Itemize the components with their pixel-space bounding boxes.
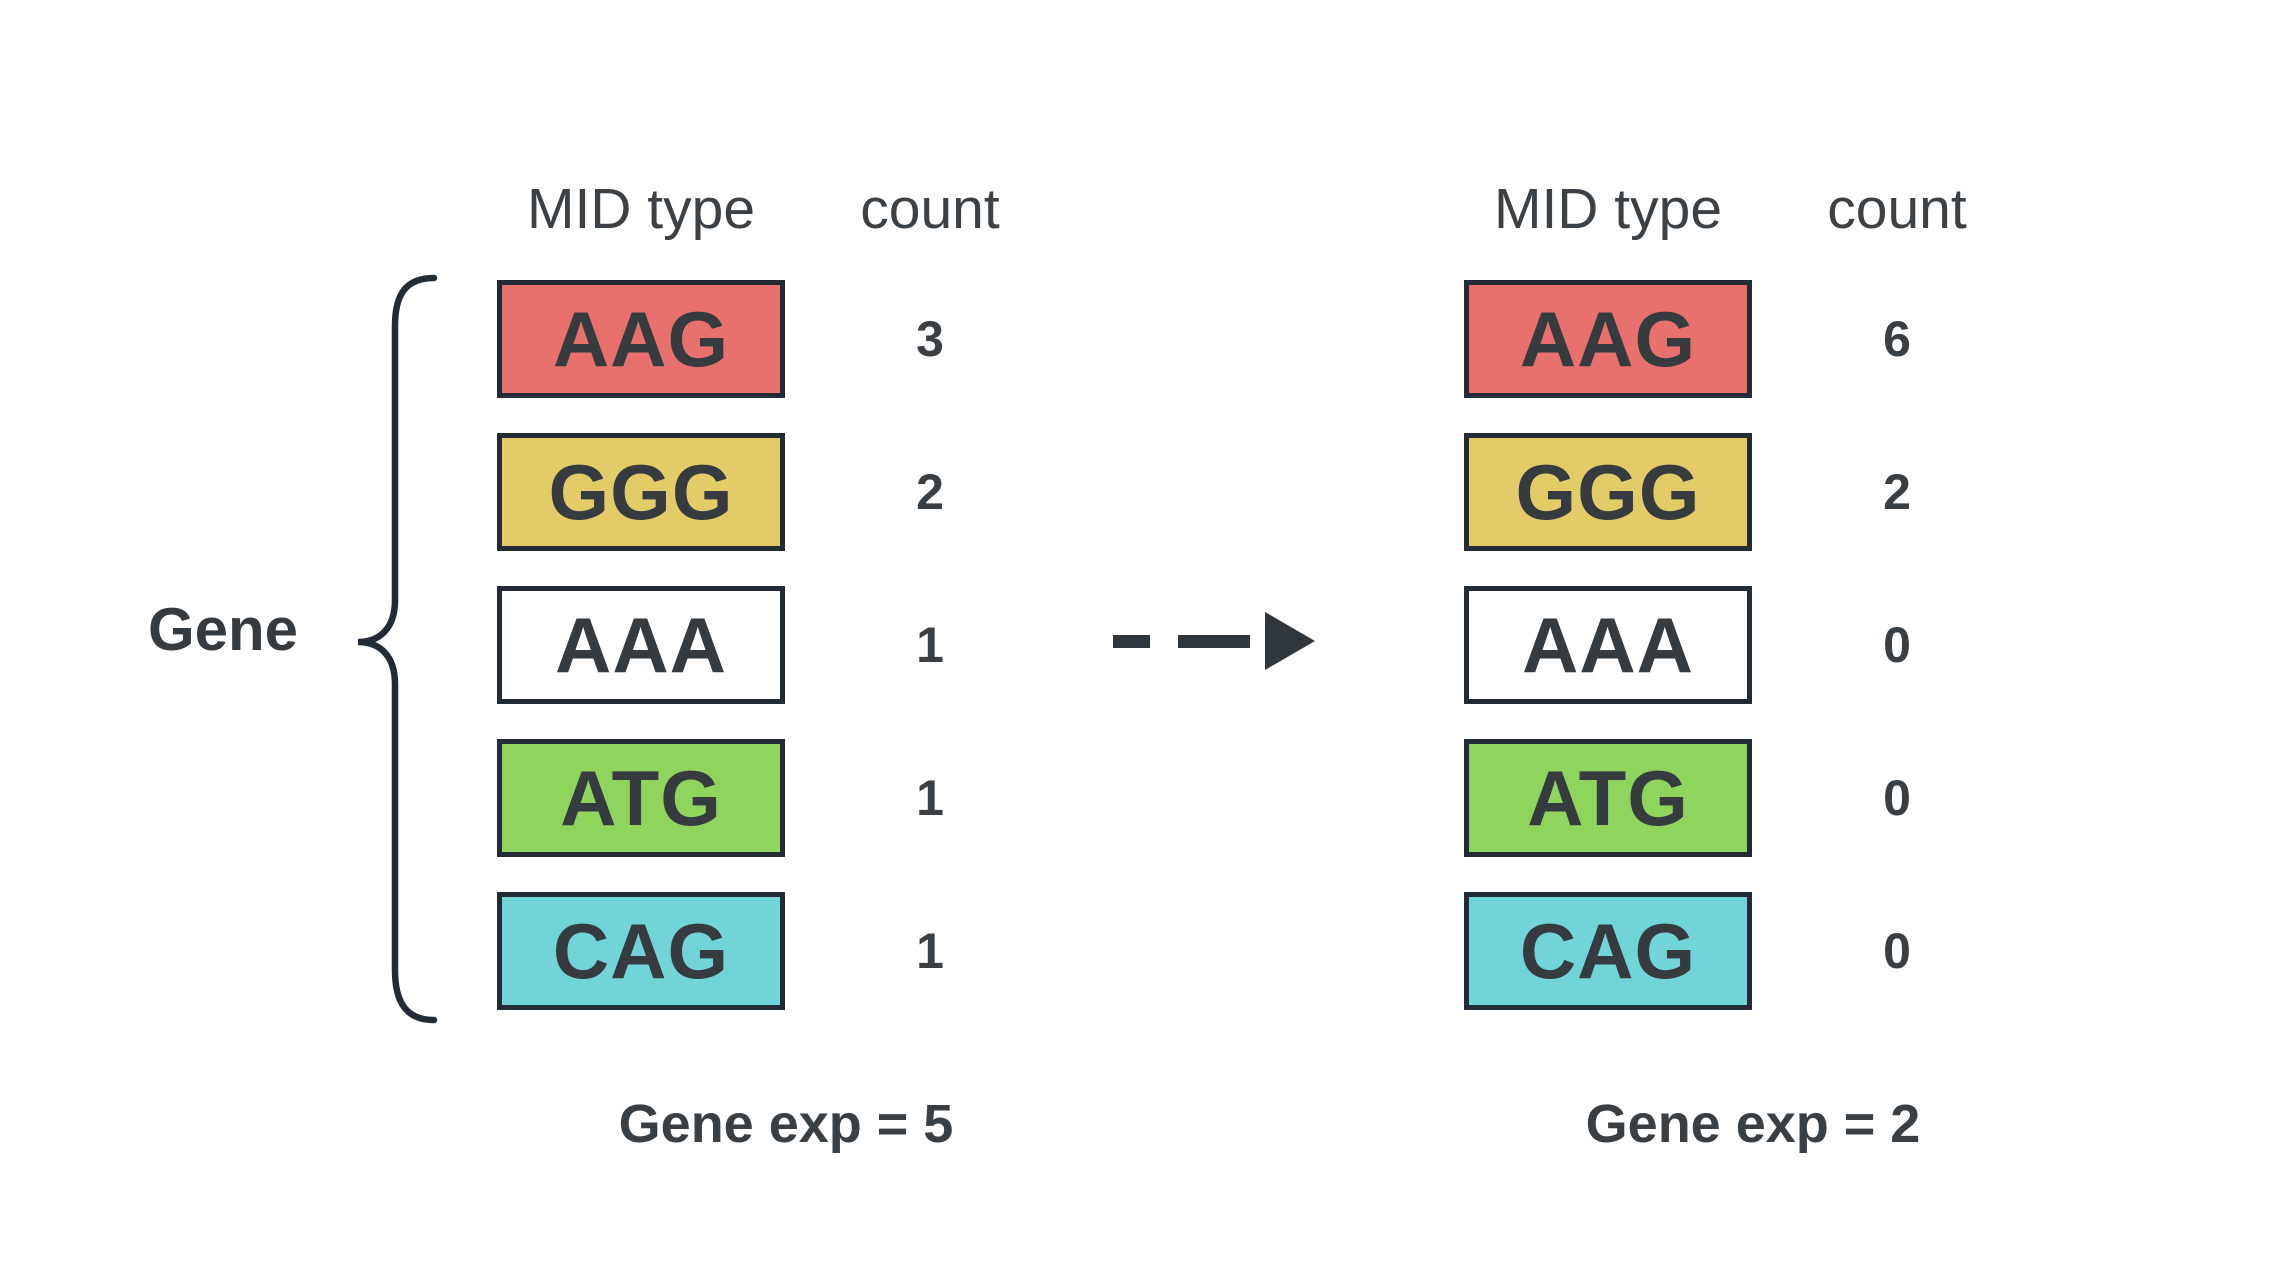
mid-box-label: GGG [1515,447,1701,536]
right-table: MID type count AAG 6 GGG 2 AAA 0 ATG 0 C… [1464,172,2042,1155]
count-value: 1 [916,923,944,979]
count-value: 0 [1883,617,1911,673]
count-value: 2 [1883,464,1911,520]
left-table-header: MID type count [497,172,1075,246]
mid-box-label: ATG [1527,753,1689,842]
mid-box: GGG [1464,433,1752,551]
mid-box-label: GGG [548,447,734,536]
count-value: 2 [916,464,944,520]
mid-type-header: MID type [526,177,756,241]
mid-box: AAA [497,586,785,704]
mid-box: CAG [1464,892,1752,1010]
mid-box: ATG [1464,739,1752,857]
mid-box-label: ATG [560,753,722,842]
gene-exp-label: Gene exp = 2 [1585,1094,1921,1154]
count-header: count [1827,177,1967,241]
mid-box-label: AAA [555,600,727,689]
mid-box: CAG [497,892,785,1010]
count-value: 0 [1883,923,1911,979]
mid-type-header: MID type [1493,177,1723,241]
table-row: CAG 1 [497,892,1075,1010]
table-row: ATG 0 [1464,739,2042,857]
table-row: GGG 2 [497,433,1075,551]
table-row: GGG 2 [1464,433,2042,551]
gene-exp-label: Gene exp = 5 [618,1094,954,1154]
table-row: CAG 0 [1464,892,2042,1010]
count-value: 6 [1883,311,1911,367]
right-table-header: MID type count [1464,172,2042,246]
mid-box: AAG [497,280,785,398]
left-rows: AAG 3 GGG 2 AAA 1 ATG 1 CAG 1 [497,280,1075,1045]
mid-box-label: AAG [552,294,730,383]
gene-label: Gene [147,596,299,663]
left-curly-brace-icon [357,274,438,1024]
mid-box-label: AAG [1519,294,1697,383]
mid-box-label: CAG [552,906,730,995]
mid-box: AAA [1464,586,1752,704]
count-value: 1 [916,617,944,673]
count-value: 0 [1883,770,1911,826]
mid-box: AAG [1464,280,1752,398]
table-row: AAG 6 [1464,280,2042,398]
mid-box-label: AAA [1522,600,1694,689]
mid-box: GGG [497,433,785,551]
mid-box: ATG [497,739,785,857]
left-table: MID type count AAG 3 GGG 2 AAA 1 ATG 1 C… [497,172,1075,1155]
dashed-right-arrow-icon [1113,612,1315,670]
count-value: 1 [916,770,944,826]
right-rows: AAG 6 GGG 2 AAA 0 ATG 0 CAG 0 [1464,280,2042,1045]
mid-box-label: CAG [1519,906,1697,995]
table-row: ATG 1 [497,739,1075,857]
table-row: AAA 1 [497,586,1075,704]
count-value: 3 [916,311,944,367]
table-row: AAG 3 [497,280,1075,398]
table-row: AAA 0 [1464,586,2042,704]
count-header: count [860,177,1000,241]
